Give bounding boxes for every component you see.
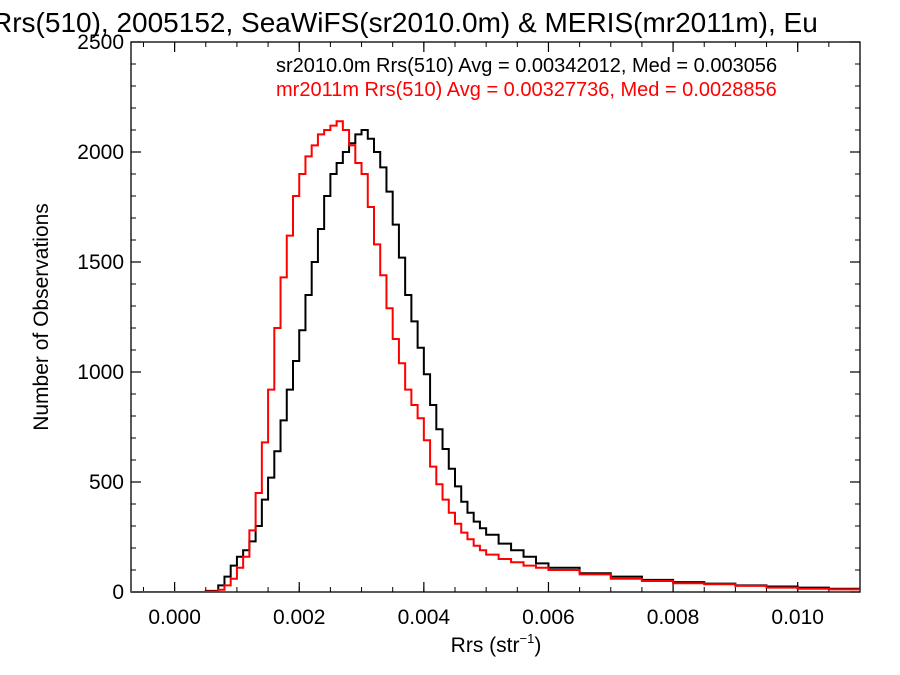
y-axis: 0 500 1000 1500 2000 2500 bbox=[77, 31, 860, 604]
x-axis-label-sup: −1 bbox=[520, 631, 535, 646]
series-layer bbox=[131, 120, 860, 592]
x-axis: 0.000 0.002 0.004 0.006 0.008 0.010 bbox=[142, 42, 861, 629]
x-axis-label: Rrs (str−1) bbox=[451, 631, 542, 657]
x-tick-label: 0.006 bbox=[522, 606, 575, 629]
chart-title: Rrs(510), 2005152, SeaWiFS(sr2010.0m) & … bbox=[0, 7, 818, 38]
plot-frame bbox=[130, 41, 861, 593]
legend-entry-sr2010: sr2010.0m Rrs(510) Avg = 0.00342012, Med… bbox=[276, 55, 777, 77]
y-tick-label: 0 bbox=[112, 581, 124, 604]
x-tick-label: 0.002 bbox=[273, 606, 326, 629]
y-axis-label: Number of Observations bbox=[30, 203, 53, 431]
y-tick-label: 1500 bbox=[77, 251, 124, 274]
x-axis-label-close: ) bbox=[534, 634, 541, 657]
series-line-mr2011 bbox=[131, 120, 860, 592]
series-line-sr2010 bbox=[131, 129, 860, 592]
legend-entry-mr2011: mr2011m Rrs(510) Avg = 0.00327736, Med =… bbox=[276, 79, 777, 101]
x-tick-label: 0.004 bbox=[398, 606, 451, 629]
y-tick-label: 1000 bbox=[77, 361, 124, 384]
x-tick-label: 0.000 bbox=[148, 606, 201, 629]
x-axis-label-text: Rrs (str bbox=[451, 634, 520, 657]
y-tick-label: 2000 bbox=[77, 141, 124, 164]
x-tick-label: 0.010 bbox=[771, 606, 824, 629]
y-tick-label: 500 bbox=[89, 471, 124, 494]
x-tick-label: 0.008 bbox=[647, 606, 700, 629]
y-tick-label: 2500 bbox=[77, 31, 124, 54]
